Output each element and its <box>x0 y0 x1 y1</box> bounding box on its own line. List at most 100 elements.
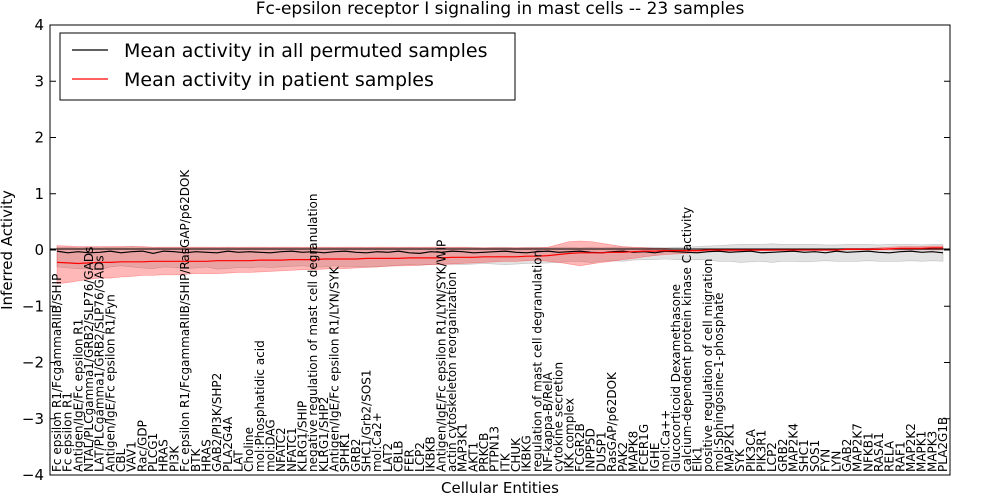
x-entity-label: SHC1/Grb2/SOS1 <box>360 369 374 472</box>
x-entity-label: INPP5D <box>584 428 598 472</box>
x-entity-label: Glucocorticoid Dexamethasone <box>669 284 683 472</box>
x-entity-label: FYN <box>819 449 833 472</box>
x-entity-label: DUSP1 <box>594 431 608 472</box>
x-entity-label: mol:DAG <box>263 419 277 472</box>
x-entity-label: GRB2 <box>349 438 363 472</box>
x-entity-label: GAB2/PI3K/SHP2 <box>210 373 224 472</box>
x-entity-label: NFATC2 <box>274 427 288 472</box>
x-entity-label: IKK complex <box>562 398 576 472</box>
x-entity-label: mol:Sphingosine-1-phosphate <box>712 293 726 473</box>
y-tick-label: 1 <box>34 185 44 203</box>
x-entity-label: LCP2 <box>765 442 779 472</box>
x-entity-label: MAP2K7 <box>851 423 865 472</box>
x-entity-label: BTK <box>189 447 203 472</box>
y-tick-label: 3 <box>34 72 44 90</box>
x-entity-label: IGHE <box>648 443 662 472</box>
x-entity-label: Antigen/IgE/Fc epsilon R1 <box>71 319 85 472</box>
y-tick-label: −4 <box>22 466 44 484</box>
x-entity-label: CBLB <box>392 440 406 472</box>
x-entity-label: MAPK1 <box>915 431 929 472</box>
x-entity-label: Antigen/IgE/Fc epsilon R1/LYN/SYK/WIP <box>434 240 448 472</box>
x-entity-label: PLA2G4A <box>221 416 235 472</box>
y-tick-label: −1 <box>22 297 44 315</box>
x-entity-label: Fc epsilon R1/FcgammaRIIB/SHIP <box>50 274 64 472</box>
permuted-mean-line <box>56 250 944 255</box>
x-entity-label: AKT1 <box>466 442 480 472</box>
x-entity-label: Elk1 <box>690 447 704 473</box>
x-entity-label: IKBKG <box>520 435 534 472</box>
series-lines <box>56 247 944 265</box>
x-entity-label: PTPN13 <box>488 426 502 472</box>
x-entity-label: Fc epsilon R1 <box>61 392 75 472</box>
x-entity-label: SOS1 <box>808 440 822 472</box>
legend: Mean activity in all permuted samples Me… <box>59 32 516 101</box>
x-entity-label: MAP2K1 <box>723 423 737 472</box>
x-entity-label: LYN <box>829 451 843 472</box>
legend-label-permuted: Mean activity in all permuted samples <box>124 40 487 62</box>
x-entity-label: PI3K <box>167 445 181 472</box>
x-entity-label: RASA1 <box>872 432 886 472</box>
x-entity-label: MAPK8 <box>626 431 640 472</box>
x-entity-label: RAF1 <box>893 441 907 472</box>
x-entity-label: FCER1G <box>637 424 651 472</box>
chart-title: Fc-epsilon receptor I signaling in mast … <box>256 0 745 19</box>
x-entity-label: LAT <box>231 450 245 472</box>
x-entity-label: FER <box>402 449 416 472</box>
x-entity-label: Antigen/IgE/Fc epsilon R1/Fyn <box>103 294 117 472</box>
x-entity-label: IKBKB <box>424 436 438 472</box>
x-entity-label: ITK <box>498 452 512 472</box>
y-tick-label: 0 <box>34 241 44 259</box>
x-entity-label: cytokine secretion <box>552 362 566 472</box>
patient-mean-line <box>56 247 943 265</box>
x-entity-label: NFKB1 <box>861 432 875 472</box>
x-entity-label: PRKCB <box>477 433 491 472</box>
x-entity-label: MAPK3 <box>925 431 939 472</box>
x-entity-label: SHC1 <box>797 439 811 472</box>
x-entity-label: CHUK <box>509 437 523 472</box>
x-entity-label: mol:Ca2+ <box>370 412 384 472</box>
x-entity-label: Choline <box>242 427 256 472</box>
x-entity-label: SPHK1 <box>338 433 352 472</box>
y-tick-label: −2 <box>22 354 44 372</box>
x-entity-label: regulation of mast cell degranulation <box>530 250 544 472</box>
x-entity-label: PIK3CA <box>744 428 758 472</box>
x-entity-label: KLRG1/SHIP <box>296 401 310 472</box>
x-entity-label: RasGAP/p62DOK <box>605 371 619 472</box>
x-entity-label: PLCG1 <box>146 433 160 472</box>
x-entity-label: FCGR2B <box>573 423 587 472</box>
x-entity-label: VAV1 <box>125 441 139 472</box>
x-entity-label: mol:Phosphatidic acid <box>253 340 267 472</box>
y-axis-label: Inferred Activity <box>0 190 16 310</box>
x-entity-label: CBL <box>114 448 128 472</box>
x-entity-label: positive regulation of cell migration <box>701 259 715 472</box>
x-entity-label: NF-kappa-B/RelA <box>541 371 555 472</box>
x-entity-label: calcium-dependent protein kinase C activ… <box>680 207 694 472</box>
plot-frame <box>49 24 951 476</box>
y-tick-label: 4 <box>34 16 44 34</box>
x-entity-label: LAT/PLCgamma1/GRB2/SLP76/GADs <box>93 255 107 472</box>
x-entity-label: PAK2 <box>616 442 630 472</box>
x-entity-label: HRAS <box>199 439 213 472</box>
x-entity-label: Fc epsilon R1/FcgammaRIIB/SHIP/RasGAP/p6… <box>178 169 192 472</box>
y-axis-ticks: −4 −3 −2 −1 0 1 2 3 4 <box>22 16 950 484</box>
x-entity-label: RELA <box>883 440 897 472</box>
x-entity-label: NTAL/PLCgamma1/GRB2/SLP76/GADs <box>82 247 96 472</box>
x-entity-label: mol:Ca++ <box>658 410 672 472</box>
x-entity-label: negative regulation of mast cell degranu… <box>306 193 320 472</box>
x-entity-label: MAP2K2 <box>904 423 918 472</box>
x-entity-label: Antigen/IgE/Fc epsilon R1/LYN/SYK <box>328 265 342 472</box>
x-entity-label: HRAS <box>157 439 171 472</box>
x-entity-label: LAT2 <box>381 443 395 472</box>
x-entity-label: MAP2K4 <box>787 423 801 472</box>
legend-label-patient: Mean activity in patient samples <box>124 69 434 91</box>
x-entity-label: GRB2 <box>776 438 790 472</box>
x-entity-label: GAB2 <box>840 439 854 472</box>
x-entity-label: NFATC1 <box>285 427 299 472</box>
x-entity-label: actin cytoskeleton reorganization <box>445 272 459 472</box>
x-entity-label: LCP2 <box>413 442 427 472</box>
x-axis-label: Cellular Entities <box>441 479 559 497</box>
x-entity-label: SYK <box>733 448 747 472</box>
y-tick-label: 2 <box>34 129 44 147</box>
